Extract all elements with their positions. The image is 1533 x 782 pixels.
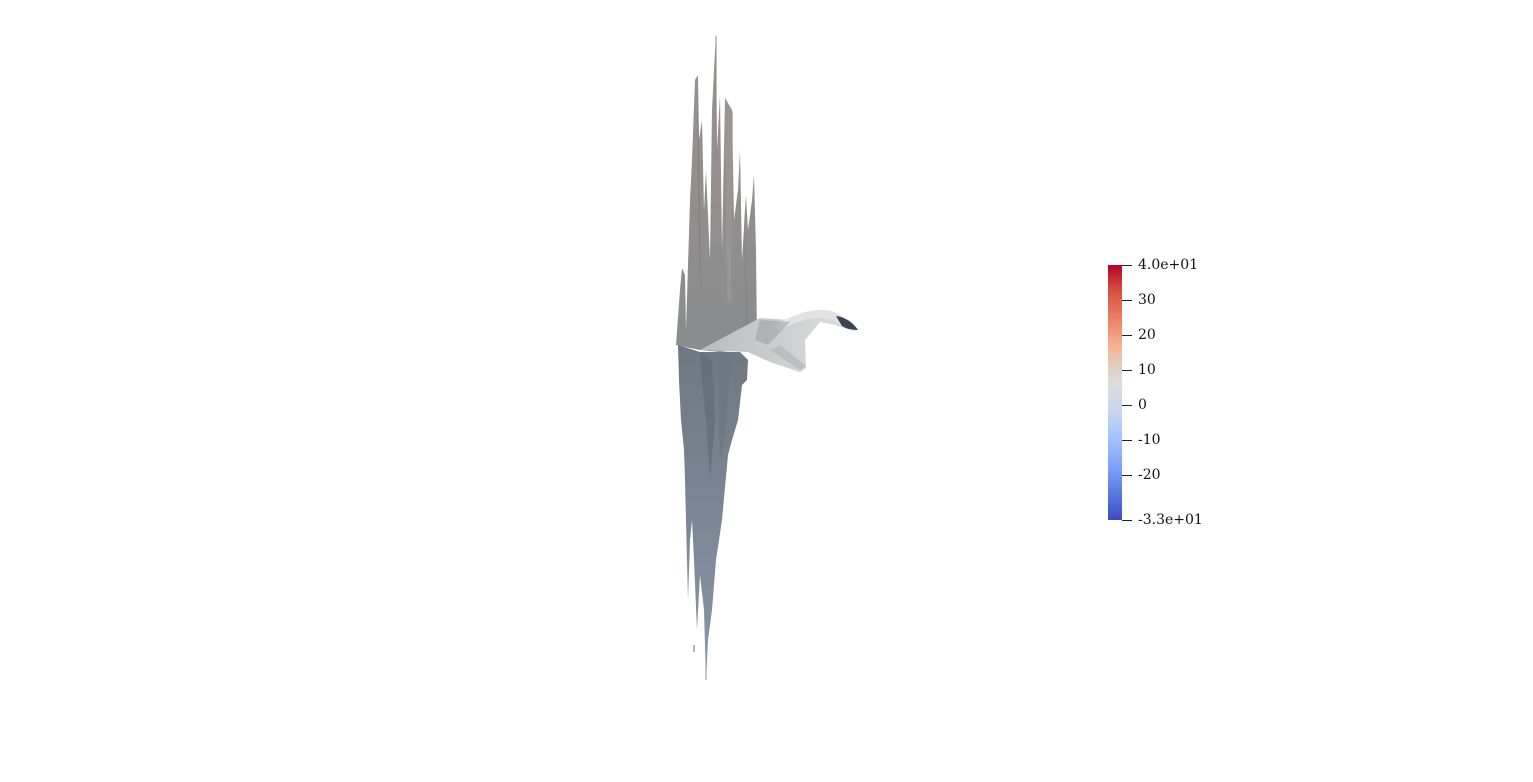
colorbar-tick-mark [1122, 520, 1132, 521]
colorbar-tick-label: 10 [1138, 361, 1156, 378]
colorbar-tick-label: -20 [1138, 466, 1161, 483]
colorbar-tick-mark [1122, 474, 1132, 476]
colorbar-tick-mark [1122, 299, 1132, 301]
colorbar-tick-label: 4.0e+01 [1138, 257, 1199, 273]
sheet-fin [700, 309, 858, 372]
colorbar-tick-label: 0 [1138, 396, 1147, 413]
colorbar-tick-label: 20 [1138, 326, 1156, 343]
colorbar-tick-mark [1122, 369, 1132, 371]
colorbar-gradient [1108, 265, 1122, 520]
colorbar-tick-mark [1122, 334, 1132, 336]
color-legend: 4.0e+01 30 20 10 0 -10 -20 -3.3e+01 [1100, 255, 1240, 535]
upper-spikes [676, 35, 757, 352]
colorbar-tick-mark [1122, 265, 1132, 266]
lower-spikes [678, 345, 748, 680]
colorbar-tick-label: -10 [1138, 431, 1161, 448]
colorbar-tick-mark [1122, 404, 1132, 406]
colorbar-tick-mark [1122, 439, 1132, 441]
colorbar-tick-label: -3.3e+01 [1138, 512, 1203, 528]
colorbar-tick-label: 30 [1138, 291, 1156, 308]
